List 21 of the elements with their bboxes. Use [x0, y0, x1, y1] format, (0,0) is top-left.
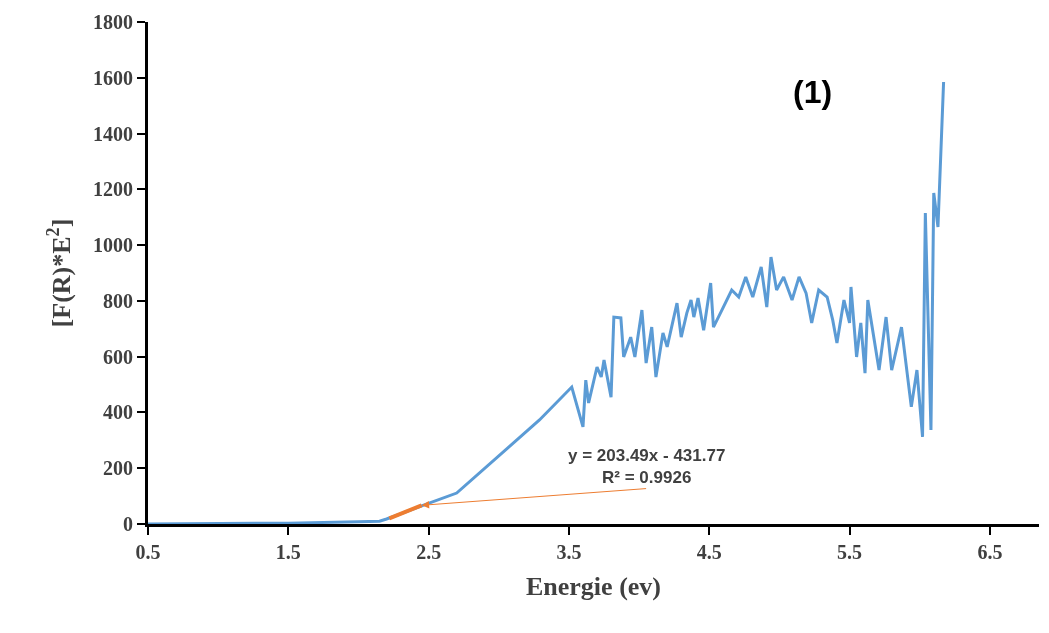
y-tick-label: 200 [103, 457, 133, 480]
y-tick-label: 1000 [93, 234, 133, 257]
y-tick-label: 1800 [93, 11, 133, 33]
annotation: (1) [793, 74, 833, 110]
y-tick-label: 800 [103, 289, 133, 312]
x-tick-label: 5.5 [837, 541, 863, 563]
x-tick-label: 6.5 [977, 541, 1003, 563]
x-tick-label: 2.5 [416, 541, 442, 563]
y-tick-label: 600 [103, 345, 133, 368]
line-series [148, 80, 946, 524]
y-tick-label: 400 [103, 401, 133, 424]
x-tick-label: 3.5 [556, 541, 582, 563]
y-tick-label: 1200 [93, 178, 133, 201]
x-axis-title: Energie (ev) [525, 571, 662, 601]
y-tick-label: 0 [123, 513, 133, 535]
x-tick-label: 4.5 [696, 541, 722, 563]
annotation: y = 203.49x - 431.77 R² = 0.9926 [568, 446, 726, 488]
y-tick-label: 1400 [93, 122, 133, 145]
y-tick-label: 1600 [93, 66, 133, 89]
x-tick-label: 0.5 [135, 541, 161, 563]
x-tick-label: 1.5 [275, 541, 301, 563]
